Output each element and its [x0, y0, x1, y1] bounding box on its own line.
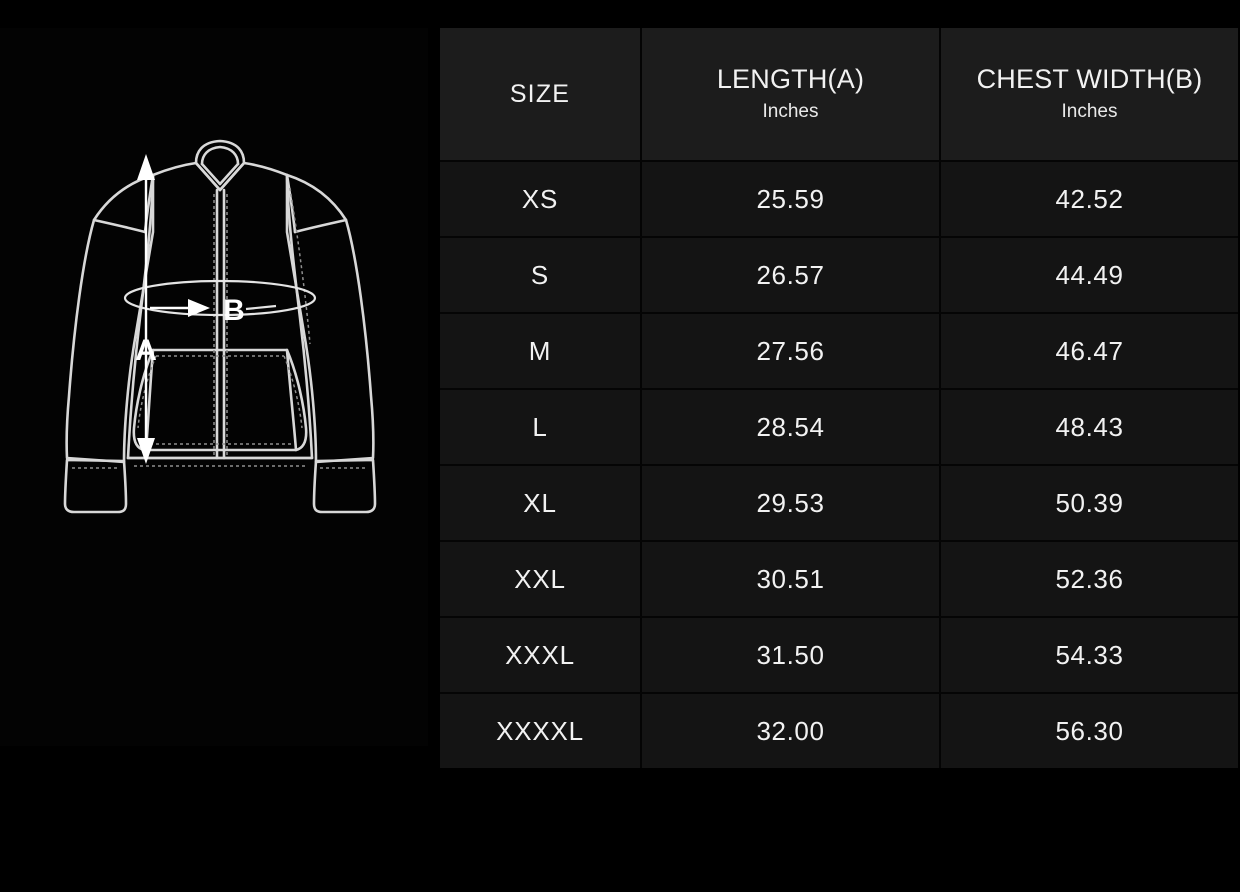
- cell-length: 27.56: [641, 313, 941, 390]
- table-row: L 28.54 48.43: [440, 389, 1238, 466]
- table-row: M 27.56 46.47: [440, 313, 1238, 390]
- cell-chest: 52.36: [940, 541, 1238, 618]
- cell-size: XL: [440, 465, 642, 542]
- column-header-chest: CHEST WIDTH(B) Inches: [940, 28, 1238, 162]
- chest-width-label: B: [223, 294, 245, 327]
- collar-right-inner-fold: [218, 162, 240, 186]
- pocket: [144, 348, 298, 452]
- cell-length: 26.57: [641, 237, 941, 314]
- cell-length: 31.50: [641, 617, 941, 694]
- cell-length: 32.00: [641, 693, 941, 768]
- chest-measurement-arrow: [150, 299, 277, 317]
- jacket-diagram: A B: [50, 128, 390, 528]
- table-row: XXXL 31.50 54.33: [440, 617, 1238, 694]
- collar-right-fold: [218, 161, 246, 192]
- column-header-length-label: LENGTH(A): [716, 64, 865, 95]
- illustration-panel: A B: [0, 28, 428, 746]
- table-header: SIZE LENGTH(A) Inches CHEST WIDTH(B) Inc…: [440, 28, 1238, 162]
- column-header-length: LENGTH(A) Inches: [641, 28, 941, 162]
- right-shoulder-seam: [285, 173, 297, 234]
- cell-chest: 56.30: [940, 693, 1238, 768]
- cell-chest: 54.33: [940, 617, 1238, 694]
- chest-arrow-head: [188, 299, 210, 317]
- cell-size: S: [440, 237, 642, 314]
- right-cuff: [312, 458, 377, 514]
- cell-length: 28.54: [641, 389, 941, 466]
- pocket-right-opening: [285, 348, 308, 452]
- header-row: SIZE LENGTH(A) Inches CHEST WIDTH(B) Inc…: [440, 28, 1238, 162]
- collar-inner: [200, 145, 240, 166]
- size-table: SIZE LENGTH(A) Inches CHEST WIDTH(B) Inc…: [440, 28, 1238, 768]
- column-header-size: SIZE: [440, 28, 642, 162]
- cell-length: 29.53: [641, 465, 941, 542]
- table-row: S 26.57 44.49: [440, 237, 1238, 314]
- collar-left-inner-fold: [200, 162, 222, 186]
- column-header-length-unit: Inches: [762, 100, 819, 122]
- column-header-size-label: SIZE: [509, 79, 571, 108]
- cell-length: 25.59: [641, 161, 941, 238]
- cell-size: M: [440, 313, 642, 390]
- length-label: A: [135, 334, 157, 367]
- cell-chest: 48.43: [940, 389, 1238, 466]
- cell-chest: 44.49: [940, 237, 1238, 314]
- table-row: XXL 30.51 52.36: [440, 541, 1238, 618]
- pocket-right-stitch: [283, 355, 303, 429]
- cell-size: XS: [440, 161, 642, 238]
- jacket-stitching: [72, 187, 368, 469]
- chest-leader-line: [245, 304, 277, 311]
- table-row: XS 25.59 42.52: [440, 161, 1238, 238]
- column-header-chest-label: CHEST WIDTH(B): [976, 64, 1203, 95]
- right-body-stitch: [289, 187, 311, 345]
- cell-chest: 46.47: [940, 313, 1238, 390]
- cell-size: XXXL: [440, 617, 642, 694]
- size-table-container: SIZE LENGTH(A) Inches CHEST WIDTH(B) Inc…: [440, 28, 1238, 768]
- pocket-left-stitch: [137, 355, 157, 429]
- cell-size: XXXXL: [440, 693, 642, 768]
- left-cuff: [63, 458, 128, 514]
- table-body: XS 25.59 42.52 S 26.57 44.49 M 27.56 46.…: [440, 161, 1238, 768]
- cell-chest: 42.52: [940, 161, 1238, 238]
- collar-left-fold: [194, 161, 222, 192]
- length-arrow-head-bottom: [137, 438, 155, 464]
- cell-chest: 50.39: [940, 465, 1238, 542]
- length-measurement-arrow: [137, 154, 155, 464]
- cell-size: XXL: [440, 541, 642, 618]
- column-header-chest-unit: Inches: [1061, 100, 1118, 122]
- cell-size: L: [440, 389, 642, 466]
- left-armhole-seam: [92, 218, 147, 234]
- chest-measurement-ellipse: [123, 279, 317, 317]
- right-armhole-seam: [293, 218, 348, 234]
- collar-outer: [194, 139, 246, 165]
- table-row: XXXXL 32.00 56.30: [440, 693, 1238, 768]
- table-row: XL 29.53 50.39: [440, 465, 1238, 542]
- jacket-outline: [63, 139, 377, 514]
- length-arrow-head-top: [137, 154, 155, 180]
- cell-length: 30.51: [641, 541, 941, 618]
